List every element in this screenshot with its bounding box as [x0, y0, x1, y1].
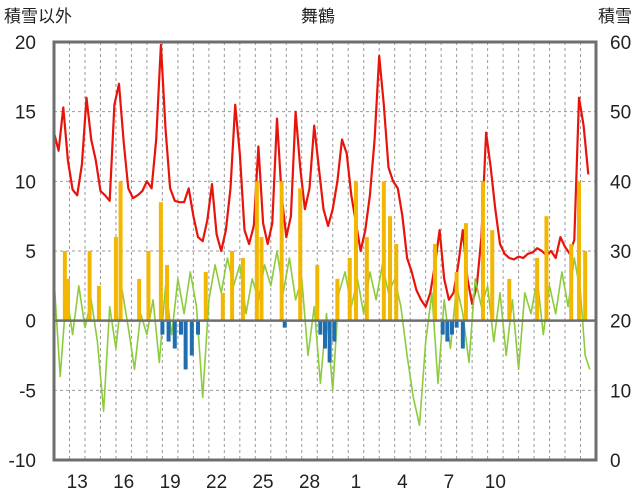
series-2-bar	[454, 271, 459, 321]
series-2-bar	[298, 188, 303, 321]
series-2-bar	[381, 181, 386, 321]
y-right-tick-label: 0	[610, 451, 621, 472]
y-left-tick-label: -10	[9, 451, 36, 472]
y-right-tick-label: 30	[610, 242, 631, 263]
grid	[54, 42, 596, 460]
x-tick-label: 19	[160, 472, 181, 493]
series-2-bar	[490, 230, 495, 321]
series-2-bar	[432, 244, 437, 321]
right-axis-title: 積雪	[598, 7, 632, 27]
series-2-bar	[158, 202, 163, 321]
series-3-bar	[160, 320, 165, 335]
series-3-bar	[282, 320, 287, 328]
series-2-bar	[507, 278, 512, 321]
series-2-bar	[259, 237, 264, 321]
y-right-tick-label: 60	[610, 33, 631, 54]
series-2-bar	[347, 257, 352, 321]
series-2-bar	[463, 223, 468, 321]
series-2-bar	[87, 251, 92, 321]
y-right-tick-label: 50	[610, 103, 631, 124]
plot-frame	[52, 40, 598, 462]
x-tick-label: 13	[67, 472, 88, 493]
series-3-bar	[327, 320, 332, 363]
series-3-bar	[445, 320, 450, 342]
series-2-bar	[544, 216, 549, 321]
series-3-bar	[178, 320, 183, 335]
series-2-bar	[65, 278, 70, 321]
x-tick-label: 4	[397, 472, 408, 493]
y-left-tick-label: 5	[25, 242, 36, 263]
y-left-tick-label: 20	[15, 33, 36, 54]
x-tick-label: 7	[444, 472, 455, 493]
y-left-tick-label: 0	[25, 312, 36, 333]
y-right-tick-label: 20	[610, 312, 631, 333]
x-tick-label: 16	[113, 472, 134, 493]
x-tick-label: 22	[206, 472, 227, 493]
series-2-bar	[113, 237, 118, 321]
series-3-bar	[196, 320, 201, 335]
series-2-bar	[146, 251, 151, 321]
y-left-tick-label: 10	[15, 172, 36, 193]
series-2-bar	[137, 278, 142, 321]
y-left-tick-label: -5	[19, 381, 36, 402]
x-tick-label: 10	[485, 472, 506, 493]
series-2-bar	[165, 264, 170, 321]
series-2-bar	[279, 181, 284, 321]
series-2-bar	[576, 181, 581, 321]
series-2-bar	[480, 181, 485, 321]
series-1-line	[53, 250, 591, 426]
series-3-bar	[166, 320, 171, 342]
series-3-bar	[440, 320, 445, 335]
y-right-tick-label: 10	[610, 381, 631, 402]
series-2-bar	[254, 181, 259, 321]
x-tick-label: 28	[299, 472, 320, 493]
series-3-bar	[449, 320, 454, 335]
chart-title: 舞鶴	[301, 7, 335, 27]
x-tick-label: 1	[351, 472, 362, 493]
series-3-bar	[318, 320, 323, 335]
series-2-bar	[118, 181, 123, 321]
series-3-bar	[460, 320, 465, 349]
series-2-bar	[569, 244, 574, 321]
series-2-bar	[583, 251, 588, 321]
y-right-tick-label: 40	[610, 172, 631, 193]
left-axis-title: 積雪以外	[4, 7, 72, 27]
series-2-bar	[203, 271, 208, 321]
series-3-bar	[189, 320, 194, 356]
series-2-bar	[230, 251, 235, 321]
series-3-bar	[454, 320, 459, 328]
series-3-bar	[323, 320, 327, 349]
series-2-bar	[96, 285, 101, 321]
series-2-bar	[388, 216, 393, 321]
axes	[52, 40, 598, 462]
series-2-bar	[240, 257, 245, 321]
series-2-bar	[335, 278, 340, 321]
series-2-bar	[315, 264, 320, 321]
series-0-line	[52, 43, 590, 308]
series-3-bar	[172, 320, 177, 349]
x-tick-label: 25	[252, 472, 273, 493]
series-2-bar	[220, 292, 225, 321]
y-left-tick-label: 15	[15, 103, 36, 124]
series-2-bar	[62, 251, 67, 321]
series-layer	[52, 43, 596, 461]
series-2-bar	[364, 237, 369, 321]
series-2-bar	[535, 257, 540, 321]
series-2-bar	[394, 244, 399, 321]
series-3-bar	[183, 320, 188, 370]
series-2-bar	[353, 181, 358, 321]
series-3-bar	[332, 320, 337, 342]
